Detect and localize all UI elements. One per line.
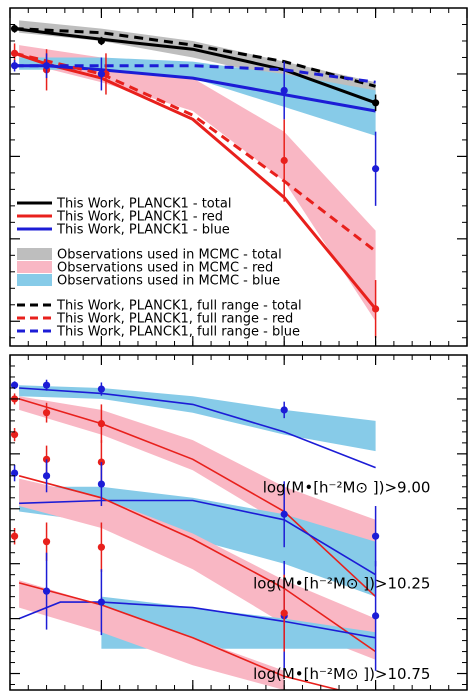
data-point: [280, 609, 288, 617]
data-point: [372, 99, 380, 107]
bottom-panel: log(M•[h⁻²M⊙ ])>9.00 log(M•[h⁻²M⊙ ])>10.2…: [9, 354, 468, 691]
series-line-5: [18, 582, 340, 690]
band-red-10-75-5: [19, 580, 285, 690]
data-point: [10, 62, 19, 70]
data-point: [42, 381, 51, 389]
series-line-0: [19, 387, 376, 469]
band-blue-2: [19, 57, 376, 136]
band-red-1: [19, 45, 376, 322]
data-point: [42, 409, 51, 417]
legend-label: This Work, PLANCK1 - red: [56, 210, 223, 225]
data-point: [42, 587, 51, 595]
data-point: [10, 431, 19, 439]
legend-label: Observations used in MCMC - red: [57, 261, 273, 276]
legend-label: This Work, PLANCK1 - blue: [56, 223, 230, 238]
data-point: [97, 480, 105, 488]
axes-frame: [9, 7, 468, 347]
data-point: [372, 532, 380, 540]
series-line-5: [14, 64, 376, 84]
series-line-3: [18, 475, 377, 653]
data-point: [280, 510, 288, 518]
legend-label: This Work, PLANCK1 - total: [56, 197, 231, 212]
band-blue-9-00-0: [19, 385, 376, 452]
data-point: [42, 62, 51, 70]
data-point: [97, 385, 105, 393]
data-point: [10, 532, 19, 540]
series-line-0: [14, 27, 377, 105]
legend-label: Observations used in MCMC - total: [57, 248, 282, 263]
series-line-2: [14, 64, 376, 113]
legend-label: Observations used in MCMC - blue: [57, 274, 280, 289]
series-line-1: [14, 51, 377, 310]
band-total-0: [19, 20, 376, 107]
axes-frame: [9, 354, 468, 691]
data-point: [10, 25, 19, 33]
data-point: [42, 472, 51, 480]
data-point: [280, 156, 288, 165]
annotation-label: log(M•[h⁻²M⊙ ])>9.00: [263, 478, 431, 496]
series-line-3: [14, 27, 376, 88]
data-point: [372, 305, 380, 313]
legend-label: This Work, PLANCK1, full range - blue: [56, 325, 300, 340]
data-point: [10, 469, 19, 477]
data-point: [10, 49, 19, 57]
data-point: [10, 381, 19, 389]
data-point: [280, 86, 288, 95]
series-line-1: [18, 398, 377, 598]
legend-swatch: [17, 274, 52, 286]
data-point: [97, 70, 105, 78]
data-point: [372, 165, 380, 173]
data-point: [97, 543, 105, 551]
data-point: [97, 37, 105, 45]
plot-area: [10, 379, 380, 690]
data-point: [372, 612, 380, 620]
data-point: [97, 598, 105, 606]
legend-label: This Work, PLANCK1, full range - red: [56, 312, 293, 327]
plot-area: [10, 20, 380, 338]
legend-swatch: [17, 261, 52, 273]
legend-label: This Work, PLANCK1, full range - total: [56, 299, 302, 314]
data-point: [97, 420, 105, 428]
annotation-label: log(M•[h⁻²M⊙ ])>10.75: [253, 665, 430, 683]
data-point: [280, 406, 288, 414]
series-line-4: [18, 601, 376, 639]
data-point: [42, 538, 51, 546]
legend-swatch: [17, 248, 52, 260]
annotation-label: log(M•[h⁻²M⊙ ])>10.25: [253, 574, 430, 592]
series-line-2: [19, 499, 377, 576]
